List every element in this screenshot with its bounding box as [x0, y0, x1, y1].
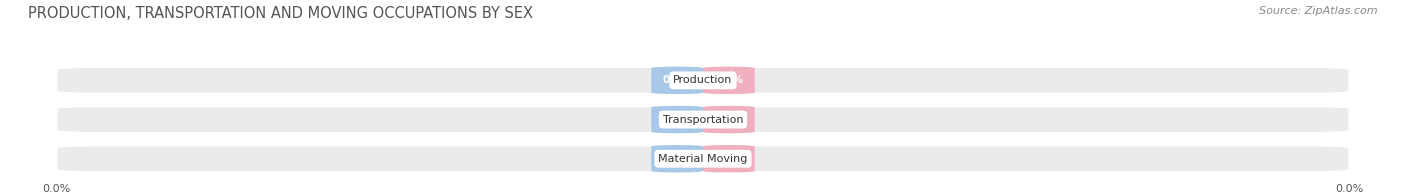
Text: PRODUCTION, TRANSPORTATION AND MOVING OCCUPATIONS BY SEX: PRODUCTION, TRANSPORTATION AND MOVING OC… [28, 6, 533, 21]
FancyBboxPatch shape [56, 145, 1350, 172]
FancyBboxPatch shape [651, 106, 703, 133]
Text: 0.0%: 0.0% [714, 154, 744, 164]
Text: Production: Production [673, 75, 733, 85]
FancyBboxPatch shape [56, 67, 1350, 94]
Text: 0.0%: 0.0% [662, 75, 692, 85]
Text: 0.0%: 0.0% [662, 154, 692, 164]
FancyBboxPatch shape [703, 67, 755, 94]
Text: Material Moving: Material Moving [658, 154, 748, 164]
FancyBboxPatch shape [651, 67, 703, 94]
Text: Source: ZipAtlas.com: Source: ZipAtlas.com [1260, 6, 1378, 16]
Text: 0.0%: 0.0% [714, 75, 744, 85]
Text: 0.0%: 0.0% [714, 114, 744, 125]
Text: Transportation: Transportation [662, 114, 744, 125]
FancyBboxPatch shape [56, 106, 1350, 133]
FancyBboxPatch shape [703, 106, 755, 133]
FancyBboxPatch shape [703, 145, 755, 172]
FancyBboxPatch shape [651, 145, 703, 172]
Text: 0.0%: 0.0% [662, 114, 692, 125]
